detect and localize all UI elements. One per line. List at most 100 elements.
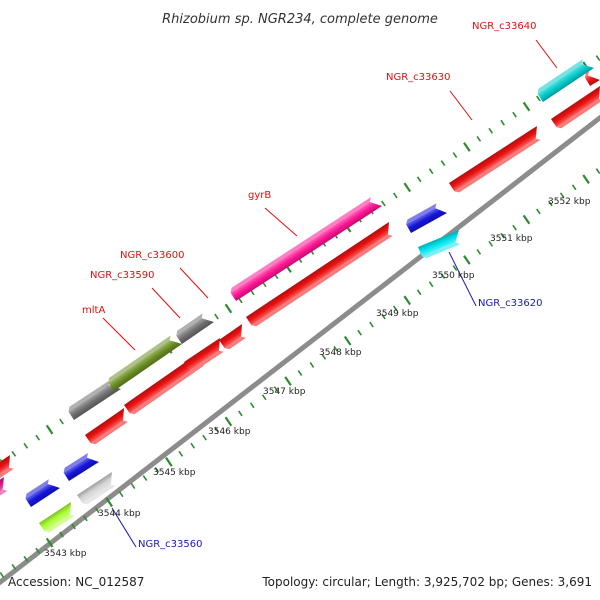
tick-mark [343,335,352,346]
gene-body [551,86,600,128]
gene-bevel [406,203,437,225]
tick-mark [488,240,494,247]
tick-mark [105,497,113,508]
gene-label-2[interactable]: NGR_c33630 [386,72,473,121]
tick-mark [416,176,422,183]
tick-mark [23,555,29,562]
tick-mark [118,491,124,498]
tick-mark [571,184,577,191]
gene-label-5[interactable]: NGR_c33590 [90,270,181,319]
gene-label-text: mltA [82,305,105,316]
gene-body [246,222,389,326]
gene-bevel [189,350,224,372]
gene-label-6[interactable]: mltA [82,305,136,351]
tick-mark [595,55,600,62]
tick-mark [130,483,136,490]
gene-label-text: NGR_c33630 [386,72,451,83]
gene-feature-17[interactable] [406,203,447,233]
kbp-label: 3547 kbp [263,387,306,397]
gene-feature-4[interactable] [39,502,75,533]
tick-mark [309,362,315,368]
gene-label-text: NGR_c33600 [120,250,185,261]
tick-mark [559,192,565,199]
tick-mark [190,442,196,449]
gene-feature-5[interactable] [63,453,99,481]
kbp-label: 3543 kbp [44,549,87,559]
tick-mark [165,457,173,467]
kbp-label: 3544 kbp [98,509,141,519]
tick-mark [224,303,233,314]
gene-feature-8[interactable] [68,380,122,420]
gene-label-8[interactable]: NGR_c33560 [111,507,203,550]
tick-mark [333,345,339,352]
leader-line [151,287,181,319]
kbp-label: 3551 kbp [490,234,533,244]
gene-body [449,126,537,192]
tick-mark [500,119,505,126]
gene-feature-1[interactable] [0,455,14,487]
gene-feature-20[interactable] [584,70,600,86]
gene-bevel [82,484,116,505]
gene-bevel [68,380,110,412]
tick-mark [403,182,412,193]
tick-mark [284,376,292,386]
gene-feature-7[interactable] [85,408,128,445]
gene-bevel [537,59,583,94]
gene-feature-21[interactable] [537,59,595,102]
gene-labels: NGR_c33640 NGR_c33630 gyrB NGR_c33600 NGR_c3… [82,21,558,550]
gene-bevel [556,98,600,129]
leader-line [102,317,136,351]
gene-bevel [90,420,128,445]
gene-label-text: NGR_c33590 [90,270,155,281]
tick-mark [45,537,54,548]
tick-mark [273,386,279,393]
tick-mark [476,248,482,255]
tick-mark [214,313,219,320]
kbp-label: 3545 kbp [153,468,196,478]
tick-mark [369,321,374,328]
gene-bevel [44,514,75,533]
gene-label-3[interactable]: gyrB [248,190,298,237]
tick-mark [488,127,494,134]
tick-mark [59,531,64,538]
tick-mark [463,142,471,152]
gene-feature-13[interactable] [219,324,246,350]
gene-feature-2[interactable] [0,477,8,496]
gene-feature-18[interactable] [418,230,460,259]
gene-feature-6[interactable] [77,472,116,505]
tick-mark [512,111,517,118]
tick-mark [83,515,88,522]
gene-feature-14[interactable] [246,222,393,327]
tick-mark [428,168,434,175]
kbp-label: 3546 kbp [208,427,251,437]
gene-label-text: NGR_c33560 [138,539,203,550]
gene-bevel [108,335,171,383]
gene-label-text: NGR_c33640 [472,21,537,32]
gene-feature-11[interactable] [176,313,214,344]
tick-mark [214,426,219,433]
gene-feature-9[interactable] [108,335,182,392]
tick-mark [582,174,590,185]
gene-bevel [25,479,49,499]
gene-body [176,318,214,344]
gene-feature-19[interactable] [551,86,600,129]
leader-line [449,90,473,121]
tick-mark [11,450,17,457]
tick-mark [522,214,531,225]
leader-line [179,267,209,299]
gene-feature-3[interactable] [25,479,61,507]
gene-label-7[interactable]: NGR_c33620 [448,251,543,309]
gene-feature-16[interactable] [449,126,541,193]
gene-label-text: NGR_c33620 [478,298,543,309]
gene-label-1[interactable]: NGR_c33640 [472,21,558,69]
genome-summary-text: Topology: circular; Length: 3,925,702 bp… [261,575,592,589]
tick-mark [381,313,386,320]
gene-feature-15[interactable] [230,197,383,301]
gene-bevel [454,138,541,193]
tick-mark [321,353,327,360]
gene-feature-10[interactable] [124,352,204,415]
tick-mark [595,168,600,175]
gene-label-4[interactable]: NGR_c33600 [120,250,209,299]
gene-feature-12[interactable] [184,338,224,372]
tick-mark [45,424,54,435]
